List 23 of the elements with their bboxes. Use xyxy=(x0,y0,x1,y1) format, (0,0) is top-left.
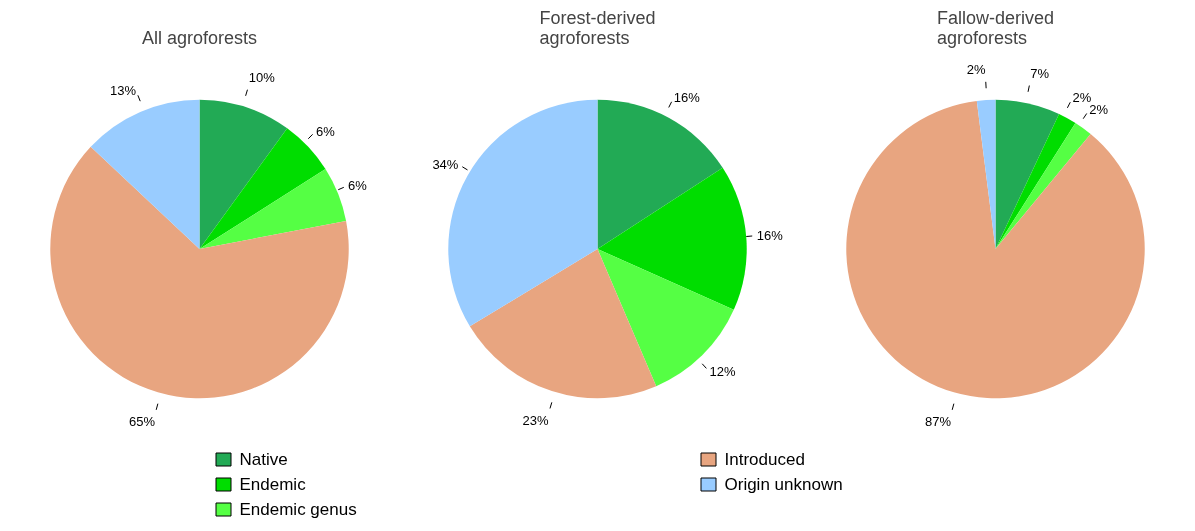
legend-label: Endemic xyxy=(239,475,307,494)
data-label: 16% xyxy=(756,228,784,244)
data-label: 87% xyxy=(924,414,952,430)
legend-label: Endemic genus xyxy=(239,500,357,519)
legend-label: Native xyxy=(239,450,288,469)
data-label: 2% xyxy=(1089,102,1109,118)
data-label: 6% xyxy=(315,123,336,139)
data-label: 13% xyxy=(110,83,137,99)
data-label: 16% xyxy=(673,90,701,106)
data-label: 2% xyxy=(966,62,986,77)
data-label: 23% xyxy=(522,413,550,429)
legend-label: Origin unknown xyxy=(724,475,843,494)
data-label: 12% xyxy=(709,364,736,380)
data-label: 34% xyxy=(432,156,459,172)
data-label: 2% xyxy=(1072,90,1092,106)
data-label: 7% xyxy=(1030,65,1050,81)
data-label: 65% xyxy=(128,414,156,430)
chart-title: Forest-derived agroforests xyxy=(539,7,656,48)
chart-title: Fallow-derived agroforests xyxy=(936,7,1055,48)
chart-title: All agroforests xyxy=(141,27,258,48)
legend-label: Introduced xyxy=(724,450,805,469)
data-label: 10% xyxy=(248,70,276,86)
data-label: 6% xyxy=(347,178,368,194)
